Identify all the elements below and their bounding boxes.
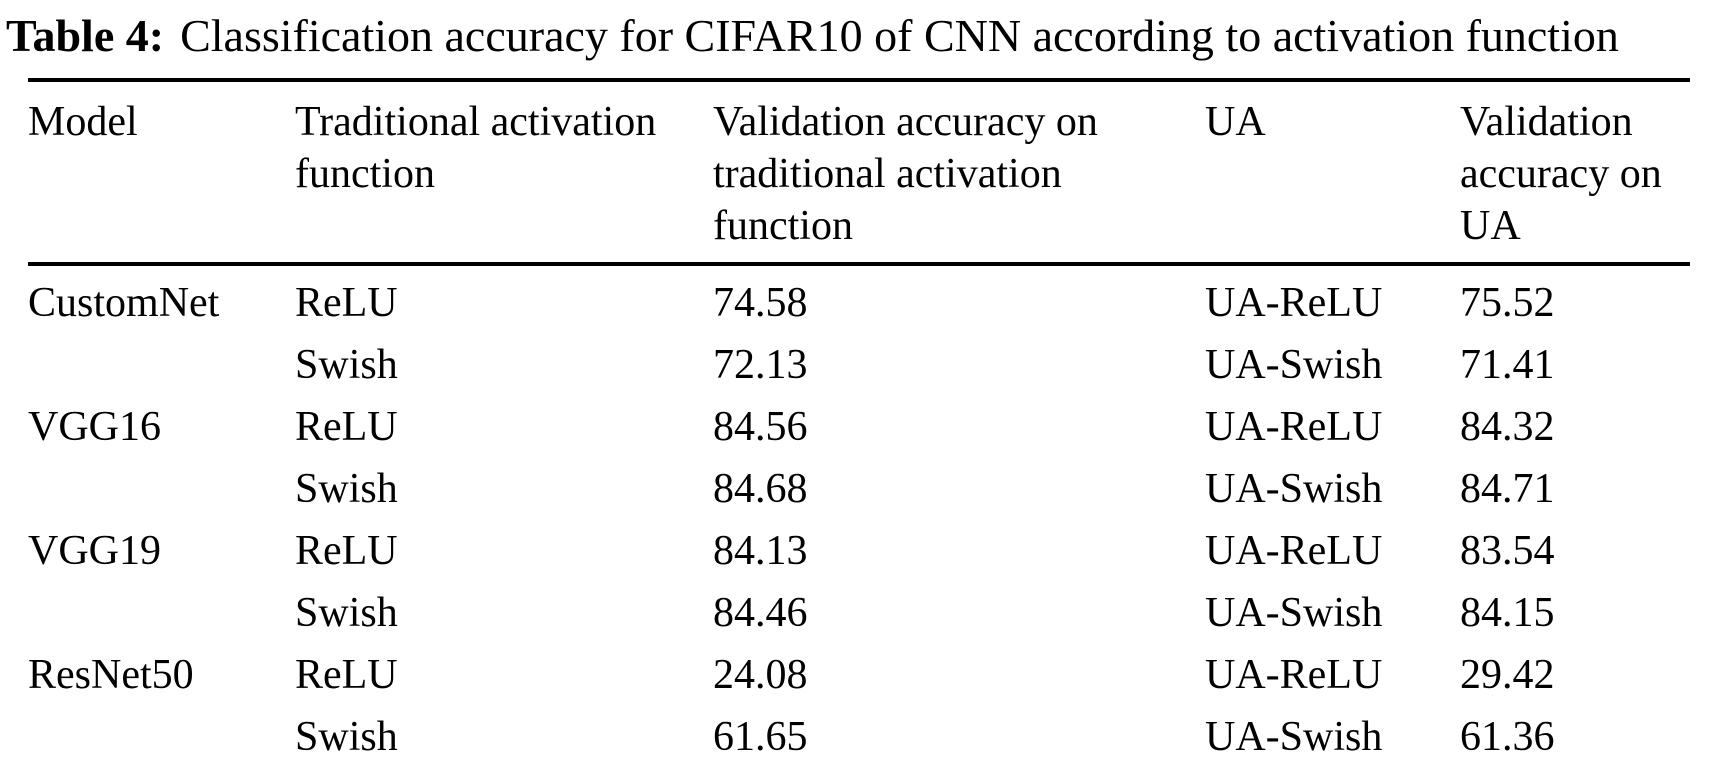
val-acc-ua-cell: 83.54 (1460, 528, 1555, 574)
ua-cell: UA-ReLU (1205, 404, 1383, 450)
table-row: VGG16 ReLU 84.56 UA-ReLU 84.32 (28, 396, 1690, 458)
ua-cell: UA-ReLU (1205, 652, 1383, 698)
table-header: Model Traditional activation function Va… (28, 80, 1690, 264)
table-body: CustomNet ReLU 74.58 UA-ReLU 75.52 Swish… (28, 264, 1690, 767)
val-acc-ua-cell: 29.42 (1460, 652, 1555, 698)
table-row: Swish 61.65 UA-Swish 61.36 (28, 706, 1690, 767)
traditional-af-cell: ReLU (295, 652, 398, 698)
model-cell (28, 458, 295, 520)
val-acc-traditional-cell: 84.68 (713, 466, 808, 512)
table-row: VGG19 ReLU 84.13 UA-ReLU 83.54 (28, 520, 1690, 582)
results-table: Model Traditional activation function Va… (28, 78, 1690, 767)
val-acc-ua-cell: 84.71 (1460, 466, 1555, 512)
table-row: CustomNet ReLU 74.58 UA-ReLU 75.52 (28, 264, 1690, 334)
header-row: Model Traditional activation function Va… (28, 80, 1690, 264)
val-acc-traditional-cell: 84.13 (713, 528, 808, 574)
traditional-af-cell: ReLU (295, 280, 398, 326)
table-caption: Table 4: Classification accuracy for CIFA… (0, 0, 1712, 64)
model-cell: ResNet50 (28, 652, 194, 698)
traditional-af-cell: ReLU (295, 404, 398, 450)
val-acc-ua-cell: 61.36 (1460, 714, 1555, 760)
model-cell: VGG19 (28, 528, 161, 574)
table-row: Swish 84.46 UA-Swish 84.15 (28, 582, 1690, 644)
traditional-af-cell: ReLU (295, 528, 398, 574)
val-acc-traditional-cell: 24.08 (713, 652, 808, 698)
table-caption-text: Classification accuracy for CIFAR10 of C… (180, 10, 1619, 61)
val-acc-traditional-cell: 84.46 (713, 590, 808, 636)
val-acc-ua-cell: 84.15 (1460, 590, 1555, 636)
table-row: Swish 72.13 UA-Swish 71.41 (28, 334, 1690, 396)
traditional-af-cell: Swish (295, 714, 398, 760)
table-row: ResNet50 ReLU 24.08 UA-ReLU 29.42 (28, 644, 1690, 706)
ua-cell: UA-Swish (1205, 466, 1383, 512)
traditional-af-cell: Swish (295, 590, 398, 636)
val-acc-ua-cell: 75.52 (1460, 280, 1555, 326)
ua-cell: UA-ReLU (1205, 528, 1383, 574)
header-ua: UA (1205, 99, 1266, 145)
traditional-af-cell: Swish (295, 342, 398, 388)
header-val-acc-traditional: Validation accuracy on traditional activ… (713, 99, 1098, 249)
ua-cell: UA-Swish (1205, 590, 1383, 636)
val-acc-ua-cell: 71.41 (1460, 342, 1555, 388)
traditional-af-cell: Swish (295, 466, 398, 512)
model-cell: CustomNet (28, 280, 220, 326)
ua-cell: UA-Swish (1205, 342, 1383, 388)
val-acc-traditional-cell: 72.13 (713, 342, 808, 388)
model-cell: VGG16 (28, 404, 161, 450)
val-acc-ua-cell: 84.32 (1460, 404, 1555, 450)
val-acc-traditional-cell: 74.58 (713, 280, 808, 326)
table-caption-label: Table 4: (6, 10, 165, 61)
header-traditional-activation-function: Traditional activation function (295, 99, 657, 197)
model-cell (28, 334, 295, 396)
table-row: Swish 84.68 UA-Swish 84.71 (28, 458, 1690, 520)
header-model: Model (28, 99, 138, 145)
val-acc-traditional-cell: 84.56 (713, 404, 808, 450)
ua-cell: UA-ReLU (1205, 280, 1383, 326)
header-val-acc-ua: Validation accuracy on UA (1460, 99, 1662, 249)
ua-cell: UA-Swish (1205, 714, 1383, 760)
model-cell (28, 706, 295, 767)
val-acc-traditional-cell: 61.65 (713, 714, 808, 760)
model-cell (28, 582, 295, 644)
